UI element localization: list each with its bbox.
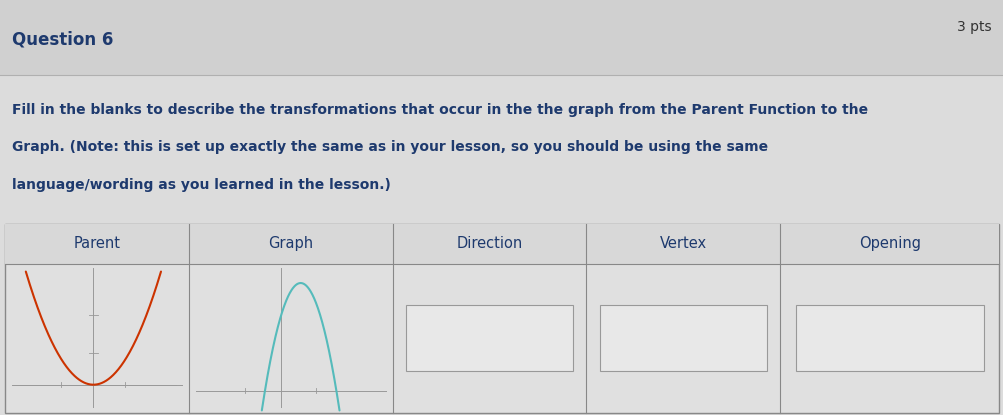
Text: Graph: Graph (268, 236, 313, 251)
Bar (5, 224, 998, 264)
Text: Parent: Parent (73, 236, 120, 251)
Bar (5, 224, 998, 413)
Text: language/wording as you learned in the lesson.): language/wording as you learned in the l… (12, 178, 390, 192)
Text: 3 pts: 3 pts (957, 20, 991, 34)
Bar (5, 264, 998, 413)
Text: Fill in the blanks to describe the transformations that occur in the the graph f: Fill in the blanks to describe the trans… (12, 103, 868, 117)
Text: Opening: Opening (858, 236, 920, 251)
Bar (0, 0, 1003, 75)
Text: Graph. (Note: this is set up exactly the same as in your lesson, so you should b: Graph. (Note: this is set up exactly the… (12, 140, 767, 154)
Bar (406, 305, 573, 371)
Bar (600, 305, 766, 371)
Text: Direction: Direction (456, 236, 523, 251)
Text: Question 6: Question 6 (12, 30, 113, 49)
Bar (794, 305, 983, 371)
Text: Vertex: Vertex (659, 236, 706, 251)
